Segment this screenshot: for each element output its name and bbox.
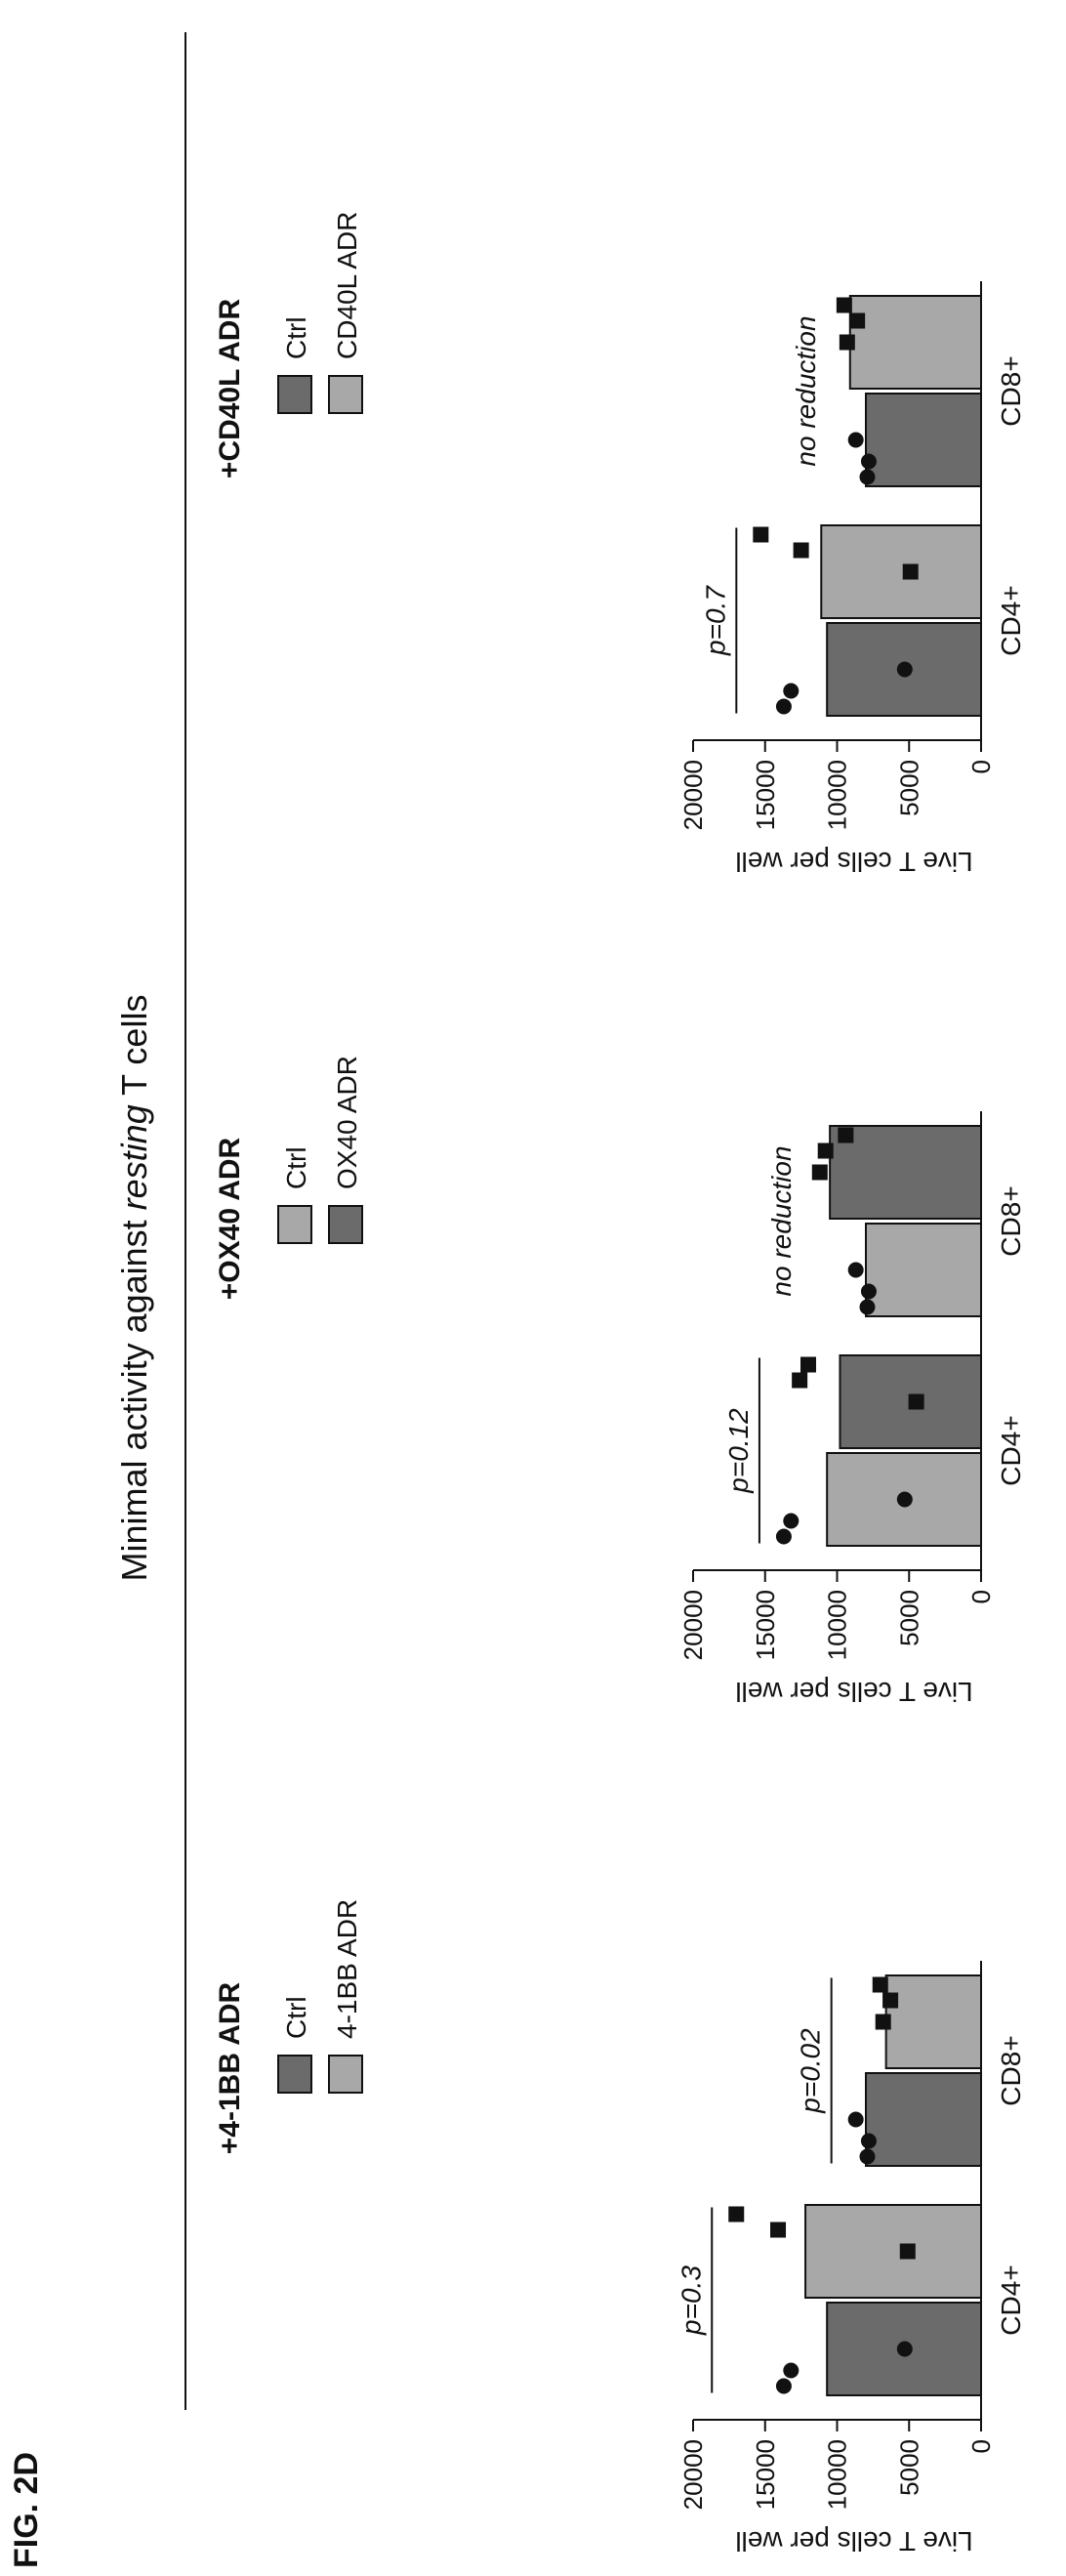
data-point-square bbox=[770, 2222, 787, 2238]
data-point-circle bbox=[860, 2133, 877, 2149]
y-axis-label: Live T cells per well bbox=[735, 847, 972, 877]
x-tick-label-CD8: CD8+ bbox=[996, 2035, 1026, 2105]
data-point-square bbox=[838, 1127, 854, 1143]
y-tick-label: 10000 bbox=[823, 760, 852, 830]
data-point-circle bbox=[775, 1528, 792, 1545]
data-point-square bbox=[849, 312, 866, 329]
data-point-circle bbox=[859, 1299, 876, 1315]
p-value-label: p=0.02 bbox=[796, 2028, 826, 2114]
data-point-circle bbox=[847, 1262, 864, 1278]
annotation-no-reduction: no reduction bbox=[766, 1145, 797, 1296]
p-value-label: p=0.3 bbox=[676, 2265, 706, 2336]
data-point-circle bbox=[859, 2148, 876, 2165]
y-tick-label: 15000 bbox=[751, 2439, 780, 2510]
y-tick-label: 15000 bbox=[751, 760, 780, 830]
data-point-circle bbox=[896, 1491, 913, 1508]
bar-CD8-2 bbox=[848, 295, 983, 390]
p-value-label: p=0.12 bbox=[723, 1408, 754, 1494]
y-tick-label: 20000 bbox=[678, 1590, 708, 1660]
y-tick-label: 10000 bbox=[823, 2439, 852, 2510]
data-point-square bbox=[793, 542, 809, 559]
data-point-square bbox=[811, 1164, 828, 1181]
data-point-circle bbox=[847, 2111, 864, 2128]
p-value-label: p=0.7 bbox=[700, 585, 730, 656]
data-point-square bbox=[839, 334, 855, 351]
legend-label-2: CD40L ADR bbox=[332, 212, 362, 359]
figure-title-italic: resting bbox=[114, 1104, 154, 1210]
data-point-square bbox=[728, 2206, 745, 2223]
panel-title: +OX40 ADR bbox=[214, 1137, 246, 1300]
data-point-circle bbox=[783, 683, 800, 699]
figure-title-prefix: Minimal activity against bbox=[114, 1210, 154, 1581]
bar-CD8-1 bbox=[865, 393, 982, 487]
data-point-square bbox=[882, 1992, 899, 2009]
y-tick-label: 5000 bbox=[894, 1590, 923, 1646]
y-tick-label: 0 bbox=[966, 1590, 996, 1603]
data-point-square bbox=[872, 1976, 888, 1993]
y-tick-label: 5000 bbox=[894, 2439, 923, 2496]
data-point-circle bbox=[896, 2341, 913, 2357]
data-point-square bbox=[875, 2014, 891, 2030]
panel-title: +CD40L ADR bbox=[214, 299, 246, 479]
y-tick-label: 15000 bbox=[751, 1590, 780, 1660]
legend-label-1: Ctrl bbox=[281, 1996, 311, 2039]
data-point-circle bbox=[783, 2362, 800, 2379]
data-point-circle bbox=[783, 1513, 800, 1529]
y-tick-label: 10000 bbox=[823, 1590, 852, 1660]
y-tick-label: 5000 bbox=[894, 760, 923, 816]
data-point-circle bbox=[847, 432, 864, 448]
x-tick-label-CD4: CD4+ bbox=[996, 585, 1026, 655]
legend-label-2: 4-1BB ADR bbox=[332, 1899, 362, 2039]
y-tick-label: 0 bbox=[966, 760, 996, 773]
bar-CD4-2 bbox=[820, 524, 983, 619]
legend-swatch-1 bbox=[277, 375, 312, 414]
data-point-circle bbox=[775, 698, 792, 715]
bar-CD4-2 bbox=[804, 2204, 982, 2299]
data-point-square bbox=[817, 1143, 834, 1159]
legend-swatch-1 bbox=[277, 2055, 312, 2094]
data-point-square bbox=[836, 297, 852, 313]
x-tick-label-CD4: CD4+ bbox=[996, 2264, 1026, 2335]
rotated-figure: Minimal activity against resting T cells… bbox=[114, 32, 1026, 2556]
bar-CD8-2 bbox=[884, 1974, 983, 2069]
legend-swatch-1 bbox=[277, 1205, 312, 1244]
data-point-square bbox=[899, 2243, 916, 2260]
legend-swatch-2 bbox=[328, 375, 363, 414]
chart-panel-1: +4-1BB ADR Ctrl 4-1BB ADR 0 5000 10000 15000 20… bbox=[214, 1899, 1026, 2556]
data-point-square bbox=[908, 1393, 924, 1410]
panels: +4-1BB ADR Ctrl 4-1BB ADR 0 5000 10000 15000 20… bbox=[214, 212, 1026, 2556]
legend-label-2: OX40 ADR bbox=[332, 1056, 362, 1189]
data-point-circle bbox=[859, 469, 876, 485]
legend-swatch-2 bbox=[328, 1205, 363, 1244]
data-point-square bbox=[753, 526, 769, 543]
y-tick-label: 20000 bbox=[678, 2439, 708, 2510]
data-point-circle bbox=[775, 2378, 792, 2394]
x-tick-label-CD8: CD8+ bbox=[996, 1185, 1026, 1256]
data-point-square bbox=[902, 563, 919, 580]
legend-label-1: Ctrl bbox=[281, 316, 311, 359]
data-point-square bbox=[800, 1356, 816, 1373]
figure-title: Minimal activity against resting T cells bbox=[114, 995, 154, 1582]
chart-panel-2: +OX40 ADR Ctrl OX40 ADR 0 5000 10000 15000 2000… bbox=[214, 1056, 1026, 1707]
y-axis-label: Live T cells per well bbox=[735, 2526, 972, 2556]
y-tick-label: 20000 bbox=[678, 760, 708, 830]
annotation-no-reduction: no reduction bbox=[791, 315, 821, 466]
bar-CD8-1 bbox=[865, 1223, 982, 1317]
data-point-circle bbox=[860, 1283, 877, 1300]
figure-title-suffix: T cells bbox=[114, 995, 154, 1105]
y-tick-label: 0 bbox=[966, 2439, 996, 2453]
chart-panel-3: +CD40L ADR Ctrl CD40L ADR 0 5000 10000 15000 20… bbox=[214, 212, 1026, 877]
data-point-circle bbox=[860, 453, 877, 470]
legend-label-1: Ctrl bbox=[281, 1146, 311, 1189]
x-tick-label-CD4: CD4+ bbox=[996, 1415, 1026, 1485]
bar-CD8-1 bbox=[865, 2072, 982, 2167]
panel-title: +4-1BB ADR bbox=[214, 1981, 246, 2154]
data-point-circle bbox=[896, 661, 913, 678]
x-tick-label-CD8: CD8+ bbox=[996, 355, 1026, 426]
y-axis-label: Live T cells per well bbox=[735, 1677, 972, 1707]
data-point-square bbox=[792, 1372, 808, 1389]
legend-swatch-2 bbox=[328, 2055, 363, 2094]
